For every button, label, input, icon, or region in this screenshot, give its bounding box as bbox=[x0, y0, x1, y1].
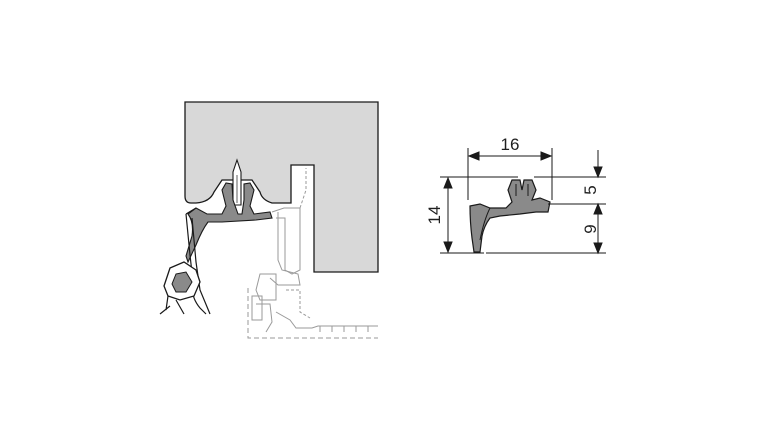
dimension-total-height-label: 14 bbox=[425, 206, 444, 225]
carrier-clip-tail bbox=[159, 295, 185, 315]
door-panel bbox=[184, 101, 379, 273]
fixing-pin bbox=[232, 158, 242, 206]
dimension-bottom-height-label: 9 bbox=[581, 224, 600, 233]
seal-profile-dimensioned bbox=[469, 179, 551, 253]
dimension-right-heights bbox=[486, 150, 606, 255]
dimension-total-height bbox=[440, 176, 518, 254]
dimensioned-seal-view: 16 14 5 9 bbox=[425, 135, 606, 255]
dimension-width bbox=[467, 148, 553, 200]
carrier-clip-inner bbox=[171, 271, 193, 293]
frame-profile bbox=[247, 168, 378, 339]
dimension-width-label: 16 bbox=[501, 135, 520, 154]
installation-section-view bbox=[159, 101, 379, 339]
seal-profile-detail bbox=[479, 184, 529, 241]
dimension-top-height-label: 5 bbox=[581, 185, 600, 194]
